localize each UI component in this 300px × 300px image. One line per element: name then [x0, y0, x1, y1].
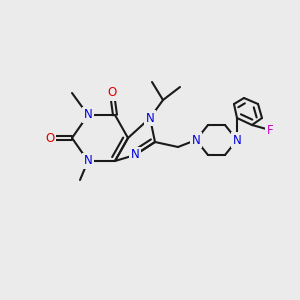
Text: N: N [146, 112, 154, 124]
Text: N: N [232, 134, 242, 146]
Text: N: N [84, 109, 92, 122]
Text: F: F [267, 124, 273, 136]
Text: N: N [192, 134, 200, 146]
Text: O: O [45, 131, 55, 145]
Text: N: N [84, 154, 92, 167]
Text: N: N [130, 148, 140, 161]
Text: O: O [107, 86, 117, 100]
